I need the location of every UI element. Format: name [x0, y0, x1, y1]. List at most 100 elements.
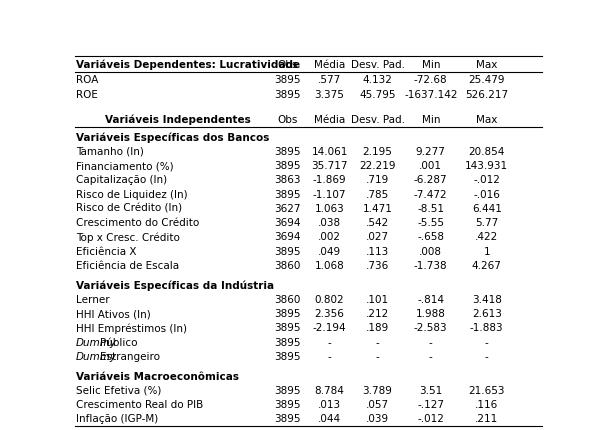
Text: .038: .038 [318, 218, 341, 227]
Text: Eficiência X: Eficiência X [76, 246, 137, 256]
Text: 3895: 3895 [275, 385, 301, 395]
Text: -: - [485, 337, 489, 347]
Text: 4.132: 4.132 [362, 75, 393, 85]
Text: 2.356: 2.356 [315, 308, 344, 319]
Text: .008: .008 [419, 246, 442, 256]
Text: 1.988: 1.988 [416, 308, 445, 319]
Text: .101: .101 [366, 294, 389, 304]
Text: -6.287: -6.287 [414, 175, 447, 185]
Text: HHI Ativos (ln): HHI Ativos (ln) [76, 308, 151, 319]
Text: .002: .002 [318, 232, 341, 242]
Text: 3627: 3627 [275, 203, 301, 213]
Text: -2.583: -2.583 [414, 323, 447, 333]
Text: -.012: -.012 [473, 175, 500, 185]
Text: 3895: 3895 [275, 337, 301, 347]
Text: -8.51: -8.51 [417, 203, 444, 213]
Text: Min: Min [421, 115, 440, 125]
Text: 143.931: 143.931 [465, 161, 508, 171]
Text: Eficiência de Escala: Eficiência de Escala [76, 261, 179, 270]
Text: 3860: 3860 [275, 261, 301, 270]
Text: Média: Média [314, 60, 345, 70]
Text: 3895: 3895 [275, 323, 301, 333]
Text: Financiamento (%): Financiamento (%) [76, 161, 174, 171]
Text: Dummy: Dummy [76, 351, 117, 361]
Text: .577: .577 [318, 75, 341, 85]
Text: Desv. Pad.: Desv. Pad. [350, 115, 405, 125]
Text: -: - [376, 351, 379, 361]
Text: 3895: 3895 [275, 414, 301, 424]
Text: .542: .542 [366, 218, 389, 227]
Text: -: - [485, 351, 489, 361]
Text: -72.68: -72.68 [414, 75, 447, 85]
Text: Variáveis Específicas dos Bancos: Variáveis Específicas dos Bancos [76, 132, 270, 142]
Text: 526.217: 526.217 [465, 89, 508, 99]
Text: .113: .113 [366, 246, 389, 256]
Text: 3.51: 3.51 [419, 385, 442, 395]
Text: HHI Empréstimos (ln): HHI Empréstimos (ln) [76, 322, 187, 333]
Text: .785: .785 [366, 189, 389, 199]
Text: 3895: 3895 [275, 161, 301, 171]
Text: Variáveis Macroeconômicas: Variáveis Macroeconômicas [76, 371, 239, 381]
Text: Variáveis Específicas da Indústria: Variáveis Específicas da Indústria [76, 280, 275, 290]
Text: Lerner: Lerner [76, 294, 110, 304]
Text: Tamanho (ln): Tamanho (ln) [76, 147, 144, 157]
Text: 3895: 3895 [275, 308, 301, 319]
Text: -: - [429, 351, 433, 361]
Text: 3895: 3895 [275, 399, 301, 409]
Text: Obs: Obs [278, 60, 298, 70]
Text: 9.277: 9.277 [416, 147, 445, 157]
Text: 4.267: 4.267 [472, 261, 501, 270]
Text: .027: .027 [366, 232, 389, 242]
Text: 3895: 3895 [275, 351, 301, 361]
Text: 2.613: 2.613 [472, 308, 501, 319]
Text: 20.854: 20.854 [468, 147, 505, 157]
Text: ROE: ROE [76, 89, 98, 99]
Text: -: - [429, 337, 433, 347]
Text: -1637.142: -1637.142 [404, 89, 458, 99]
Text: 22.219: 22.219 [359, 161, 396, 171]
Text: -5.55: -5.55 [417, 218, 444, 227]
Text: -.814: -.814 [417, 294, 444, 304]
Text: .116: .116 [475, 399, 498, 409]
Text: .212: .212 [366, 308, 389, 319]
Text: Min: Min [421, 60, 440, 70]
Text: -1.869: -1.869 [312, 175, 346, 185]
Text: Risco de Crédito (ln): Risco de Crédito (ln) [76, 203, 182, 213]
Text: -: - [327, 337, 331, 347]
Text: 3895: 3895 [275, 89, 301, 99]
Text: 3895: 3895 [275, 75, 301, 85]
Text: 3.375: 3.375 [315, 89, 344, 99]
Text: ROA: ROA [76, 75, 99, 85]
Text: 3860: 3860 [275, 294, 301, 304]
Text: Média: Média [314, 115, 345, 125]
Text: -: - [327, 351, 331, 361]
Text: -.012: -.012 [417, 414, 444, 424]
Text: 3.789: 3.789 [362, 385, 393, 395]
Text: Dummy: Dummy [76, 337, 117, 347]
Text: -1.738: -1.738 [414, 261, 447, 270]
Text: 14.061: 14.061 [311, 147, 348, 157]
Text: Selic Efetiva (%): Selic Efetiva (%) [76, 385, 161, 395]
Text: .422: .422 [475, 232, 498, 242]
Text: -.658: -.658 [417, 232, 444, 242]
Text: 8.784: 8.784 [315, 385, 344, 395]
Text: 3895: 3895 [275, 246, 301, 256]
Text: Max: Max [476, 60, 497, 70]
Text: 45.795: 45.795 [359, 89, 396, 99]
Text: -.127: -.127 [417, 399, 444, 409]
Text: Max: Max [476, 115, 497, 125]
Text: 35.717: 35.717 [311, 161, 348, 171]
Text: Crescimento do Crédito: Crescimento do Crédito [76, 218, 199, 227]
Text: 0.802: 0.802 [315, 294, 344, 304]
Text: Capitalização (ln): Capitalização (ln) [76, 175, 167, 185]
Text: Crescimento Real do PIB: Crescimento Real do PIB [76, 399, 203, 409]
Text: 3895: 3895 [275, 189, 301, 199]
Text: 3694: 3694 [275, 218, 301, 227]
Text: 1.068: 1.068 [315, 261, 344, 270]
Text: -: - [376, 337, 379, 347]
Text: Público: Público [101, 337, 138, 347]
Text: 3.418: 3.418 [472, 294, 501, 304]
Text: Risco de Liquidez (ln): Risco de Liquidez (ln) [76, 189, 188, 199]
Text: 1: 1 [483, 246, 490, 256]
Text: Top x Cresc. Crédito: Top x Cresc. Crédito [76, 232, 180, 242]
